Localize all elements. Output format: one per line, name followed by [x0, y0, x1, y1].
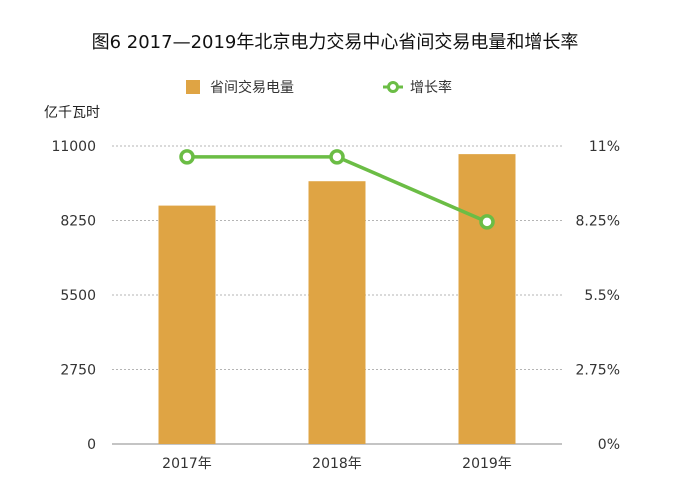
- y-left-tick-label: 5500: [60, 288, 96, 304]
- growth-point-2017年: [179, 149, 195, 165]
- legend-swatch-bar: [186, 80, 200, 94]
- chart-title: 图6 2017—2019年北京电力交易中心省间交易电量和增长率: [92, 32, 579, 53]
- bar-layer: [158, 154, 516, 445]
- tick-layer: 0 0% 2750 2.75% 5500 5.5% 8250 8.25% 11000 11% 201…: [51, 139, 620, 472]
- x-tick-label: 2017年: [162, 456, 212, 472]
- y-right-tick-label: 2.75%: [576, 363, 620, 379]
- bar-2017年: [158, 205, 216, 444]
- y-right-tick-label: 8.25%: [576, 214, 620, 230]
- legend-swatch-marker: [387, 81, 399, 93]
- y-right-tick-label: 5.5%: [584, 288, 620, 304]
- y-left-unit: 亿千瓦时: [44, 105, 100, 121]
- x-tick-label: 2019年: [462, 456, 512, 472]
- y-left-tick-label: 2750: [60, 363, 96, 379]
- y-right-tick-label: 11%: [589, 139, 620, 155]
- y-left-tick-label: 8250: [60, 214, 96, 230]
- growth-point-2018年: [329, 149, 345, 165]
- x-tick-label: 2018年: [312, 456, 362, 472]
- bar-2019年: [458, 154, 516, 445]
- y-right-tick-label: 0%: [598, 437, 620, 453]
- growth-point-2019年: [479, 214, 495, 230]
- y-left-tick-label: 0: [87, 437, 96, 453]
- legend-label-bar: 省间交易电量: [210, 79, 294, 96]
- line-layer: [179, 149, 495, 230]
- legend: 省间交易电量 增长率: [186, 79, 452, 96]
- bar-2018年: [308, 181, 366, 444]
- y-left-tick-label: 11000: [51, 139, 96, 155]
- legend-label-line: 增长率: [410, 79, 452, 96]
